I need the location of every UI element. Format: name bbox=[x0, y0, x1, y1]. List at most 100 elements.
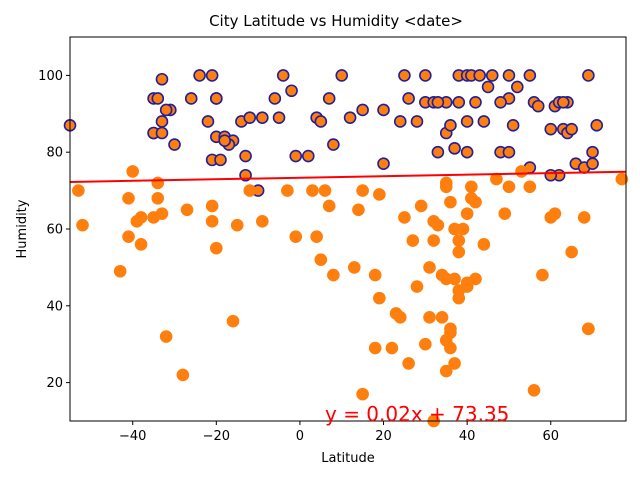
data-point bbox=[460, 115, 474, 128]
data-point bbox=[180, 203, 194, 217]
data-point bbox=[393, 311, 407, 324]
data-point bbox=[460, 280, 474, 293]
regression-layer bbox=[69, 170, 627, 183]
data-point bbox=[548, 207, 562, 220]
data-point bbox=[281, 184, 294, 197]
data-point bbox=[427, 215, 440, 228]
data-point bbox=[586, 157, 599, 171]
data-point bbox=[544, 168, 558, 182]
data-point bbox=[502, 145, 516, 159]
chart-title: City Latitude vs Humidity <date> bbox=[209, 12, 463, 30]
data-point bbox=[230, 218, 244, 232]
data-point bbox=[159, 330, 173, 343]
x-tick-label: −20 bbox=[203, 429, 230, 444]
data-point bbox=[76, 218, 89, 232]
data-point bbox=[448, 357, 461, 370]
data-point bbox=[431, 95, 445, 109]
data-point bbox=[448, 222, 461, 236]
x-tick-label: −40 bbox=[119, 429, 146, 444]
data-point bbox=[490, 172, 503, 186]
data-point bbox=[615, 172, 629, 186]
data-point bbox=[356, 184, 369, 197]
data-point bbox=[343, 111, 357, 124]
data-point bbox=[368, 268, 382, 282]
data-point bbox=[465, 180, 478, 194]
data-point bbox=[502, 69, 516, 82]
data-point bbox=[218, 134, 231, 147]
data-point bbox=[460, 207, 474, 220]
data-point bbox=[556, 95, 570, 109]
data-point bbox=[398, 69, 411, 82]
data-point bbox=[356, 387, 369, 401]
data-point bbox=[444, 326, 457, 339]
x-tick-label: 0 bbox=[296, 429, 304, 444]
data-point bbox=[243, 111, 257, 124]
data-point bbox=[523, 69, 537, 82]
data-point bbox=[410, 115, 424, 128]
data-point bbox=[151, 176, 165, 190]
data-point bbox=[176, 368, 190, 382]
data-point bbox=[155, 126, 169, 140]
data-point bbox=[122, 191, 135, 205]
data-point bbox=[544, 122, 558, 136]
data-point bbox=[527, 383, 541, 397]
data-point bbox=[494, 95, 507, 109]
data-point bbox=[151, 191, 165, 205]
data-point bbox=[306, 184, 319, 197]
data-point bbox=[159, 103, 173, 117]
data-point bbox=[352, 203, 365, 217]
y-tick-label: 20 bbox=[46, 376, 63, 391]
data-point bbox=[414, 199, 428, 213]
data-point bbox=[523, 180, 537, 194]
regression-equation: y = 0.02x + 73.35 bbox=[325, 402, 509, 426]
data-point bbox=[498, 207, 512, 220]
data-point bbox=[134, 238, 148, 251]
data-point bbox=[582, 322, 595, 336]
data-point bbox=[289, 149, 303, 163]
data-point bbox=[356, 103, 369, 117]
data-point bbox=[347, 261, 361, 274]
data-point bbox=[427, 234, 440, 247]
data-point bbox=[431, 145, 445, 159]
data-point bbox=[256, 215, 269, 228]
data-point bbox=[477, 115, 491, 128]
data-point bbox=[373, 291, 386, 305]
data-point bbox=[322, 92, 336, 105]
data-point bbox=[448, 142, 461, 155]
data-point bbox=[406, 234, 420, 247]
data-point bbox=[184, 92, 198, 105]
data-point bbox=[155, 115, 169, 128]
data-point bbox=[469, 95, 482, 109]
data-point bbox=[590, 119, 604, 132]
data-point bbox=[243, 184, 257, 197]
data-point bbox=[511, 80, 524, 94]
regression-line bbox=[69, 170, 627, 183]
x-tick-label: 20 bbox=[375, 429, 392, 444]
data-point bbox=[239, 149, 252, 163]
data-point bbox=[531, 99, 545, 113]
data-point bbox=[385, 341, 399, 355]
data-point bbox=[226, 314, 240, 328]
data-point bbox=[113, 264, 127, 278]
data-point bbox=[377, 157, 390, 171]
data-point bbox=[256, 111, 269, 124]
data-point bbox=[72, 184, 85, 197]
data-point bbox=[565, 245, 578, 259]
data-point bbox=[310, 230, 323, 243]
data-point bbox=[205, 69, 219, 82]
data-point bbox=[193, 69, 206, 82]
data-point bbox=[473, 69, 486, 82]
data-point bbox=[410, 280, 424, 293]
x-axis-ticks: −40 −20 0 20 40 60 bbox=[119, 421, 559, 444]
data-point bbox=[435, 311, 449, 324]
data-point bbox=[402, 357, 415, 370]
data-point bbox=[327, 138, 340, 151]
data-point bbox=[398, 211, 411, 224]
data-point bbox=[577, 211, 591, 224]
y-tick-label: 80 bbox=[46, 146, 63, 161]
data-point bbox=[506, 119, 520, 132]
data-point bbox=[469, 195, 482, 209]
data-point bbox=[314, 253, 328, 267]
data-point bbox=[210, 92, 223, 105]
